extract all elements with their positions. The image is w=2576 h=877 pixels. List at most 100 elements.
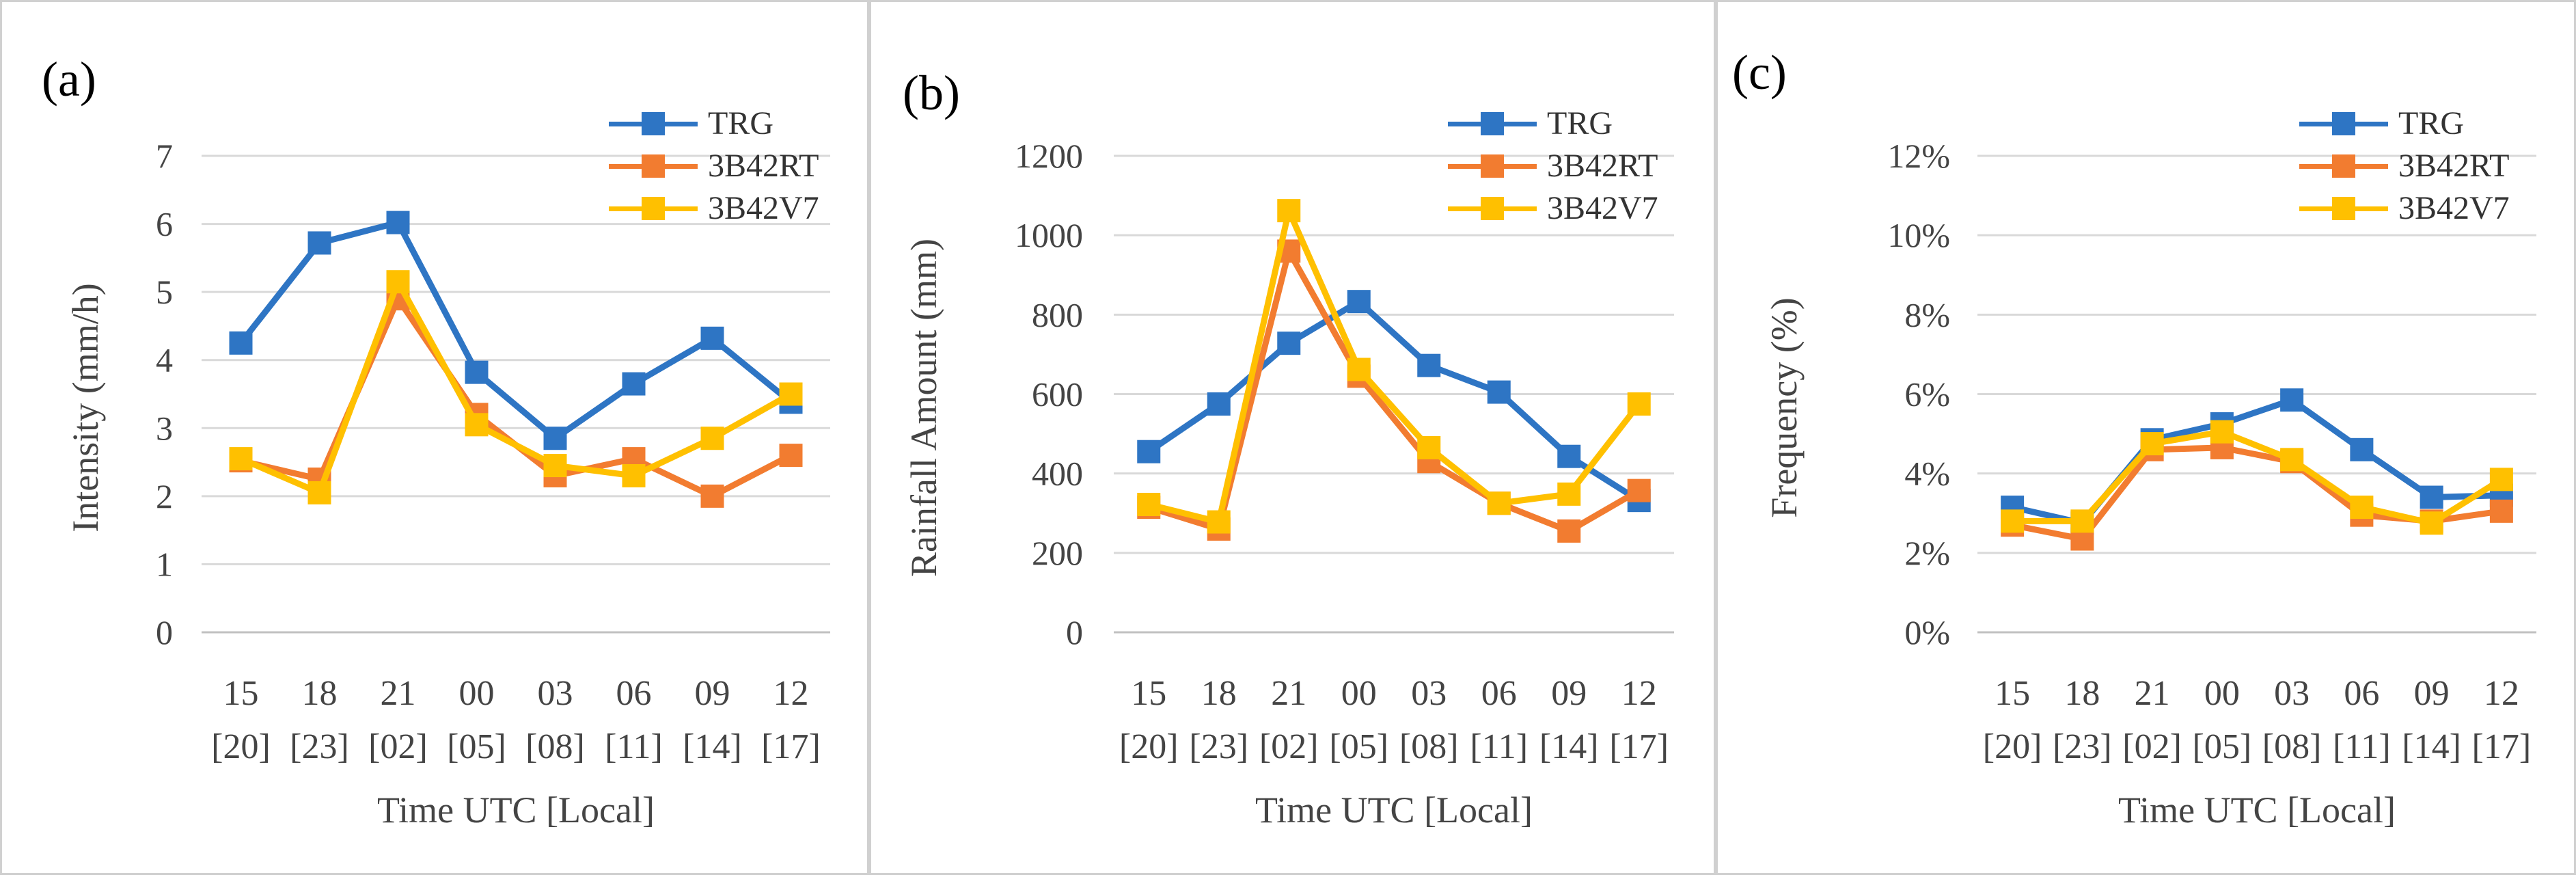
x-tick-label: 12 (773, 674, 809, 713)
data-point-3b42v7 (700, 427, 724, 450)
x-tick-label: 21 (381, 674, 416, 713)
data-point-3b42v7 (2350, 496, 2374, 520)
legend-label-3b42rt: 3B42RT (1547, 148, 1658, 184)
data-point-trg (1207, 392, 1231, 416)
data-point-3b42v7 (386, 270, 410, 294)
data-point-3b42rt (779, 444, 803, 468)
data-point-3b42v7 (2210, 420, 2234, 444)
data-point-3b42v7 (1487, 491, 1511, 515)
x-tick-label: 03 (2274, 674, 2310, 713)
y-tick-label: 7 (156, 137, 173, 175)
legend-label-3b42v7: 3B42V7 (708, 190, 819, 226)
legend-label-3b42rt: 3B42RT (708, 148, 819, 184)
data-point-trg (1557, 444, 1581, 468)
y-tick-label: 6 (156, 205, 173, 243)
legend-swatch-3b42rt (1448, 154, 1537, 178)
legend-item-3b42rt: 3B42RT (1448, 146, 1762, 187)
y-tick-label: 2 (156, 477, 173, 515)
data-point-3b42v7 (307, 481, 331, 504)
data-point-trg (543, 427, 567, 450)
x-tick-local-label: [14] (683, 727, 742, 766)
data-point-trg (1347, 290, 1371, 314)
x-tick-local-label: [02] (368, 727, 428, 766)
data-point-3b42rt (1557, 519, 1581, 543)
data-point-3b42v7 (2420, 511, 2443, 535)
data-point-3b42rt (2489, 499, 2513, 523)
y-tick-label: 8% (1904, 295, 1950, 334)
y-axis-title: Frequency (%) (1764, 297, 1805, 517)
legend-label-3b42v7: 3B42V7 (1547, 190, 1658, 226)
y-tick-label: 4% (1904, 455, 1950, 493)
data-point-trg (465, 360, 489, 384)
data-point-trg (622, 372, 646, 396)
y-tick-label: 5 (156, 273, 173, 311)
x-axis-title: Time UTC [Local] (377, 790, 655, 831)
panel-label-b: (b) (903, 66, 960, 120)
y-tick-label: 10% (1887, 216, 1950, 254)
x-axis-title: Time UTC [Local] (1255, 790, 1533, 831)
data-point-3b42v7 (465, 413, 489, 437)
y-tick-label: 600 (1032, 375, 1083, 414)
x-tick-local-label: [14] (2402, 727, 2461, 766)
x-tick-local-label: [17] (1609, 727, 1669, 766)
data-point-3b42v7 (622, 463, 646, 487)
x-tick-label: 12 (1621, 674, 1657, 713)
x-tick-label: 21 (2135, 674, 2170, 713)
data-point-3b42v7 (1627, 392, 1651, 416)
legend-item-3b42rt: 3B42RT (609, 146, 923, 187)
series-line-3b42v7 (1145, 207, 1643, 526)
x-tick-local-label: [11] (2333, 727, 2391, 766)
x-tick-local-label: [17] (2472, 727, 2532, 766)
data-point-trg (1417, 353, 1441, 377)
x-tick-local-label: [23] (2053, 727, 2112, 766)
data-point-trg (386, 211, 410, 234)
legend-swatch-3b42v7 (1448, 197, 1537, 220)
x-axis-title: Time UTC [Local] (2118, 790, 2396, 831)
x-tick-label: 15 (1131, 674, 1166, 713)
data-point-3b42v7 (2070, 509, 2094, 533)
x-tick-local-label: [08] (1399, 727, 1459, 766)
data-point-3b42rt (1627, 478, 1651, 502)
x-tick-label: 18 (302, 674, 338, 713)
y-tick-label: 0% (1904, 613, 1950, 651)
x-tick-local-label: [23] (290, 727, 349, 766)
panel-a: 0 1 2 3 4 5 6 7 15 [20] 18 [23] 21 [02] 00 [05] 03 [08] 06… (0, 0, 869, 875)
y-tick-label: 1000 (1015, 216, 1083, 254)
x-tick-local-label: [05] (2193, 727, 2252, 766)
x-tick-label: 18 (2064, 674, 2100, 713)
panel-label-c: (c) (1732, 45, 1787, 100)
x-tick-label: 12 (2484, 674, 2519, 713)
legend-label-trg: TRG (1547, 105, 1613, 141)
data-point-3b42v7 (2280, 448, 2304, 472)
chart-a: 0123456715[20]18[23]21[02]00[05]03[08]06… (65, 137, 830, 831)
data-point-3b42v7 (779, 382, 803, 406)
x-tick-local-label: [05] (1329, 727, 1388, 766)
legend-item-3b42rt: 3B42RT (2299, 146, 2576, 187)
y-tick-label: 0 (156, 613, 173, 651)
series-line-3b42v7 (238, 278, 794, 496)
legend-swatch-3b42v7 (609, 197, 698, 220)
x-tick-label: 21 (1271, 674, 1306, 713)
legend-swatch-trg (609, 112, 698, 135)
panel-c: 0% 2% 4% 6% 8% 10% 12% 15 [20] 18 [23] 21 [02] 00 [05]… (1716, 0, 2576, 875)
panel-b: 0 200 400 600 800 1000 1200 15 [20] 18 [23] 21 [02] 0… (869, 0, 1716, 875)
legend-label-trg: TRG (2398, 105, 2464, 141)
chart-b: 02004006008001000120015[20]18[23]21[02]0… (903, 137, 1674, 831)
legend-swatch-3b42rt (609, 154, 698, 178)
data-point-3b42v7 (2140, 432, 2164, 456)
x-tick-local-label: [08] (2262, 727, 2322, 766)
x-tick-label: 00 (2204, 674, 2240, 713)
series-line-trg (1145, 298, 1643, 504)
y-tick-label: 200 (1032, 534, 1083, 572)
y-tick-label: 12% (1887, 137, 1950, 175)
x-tick-local-label: [14] (1539, 727, 1599, 766)
y-tick-label: 3 (156, 409, 173, 447)
data-point-trg (1277, 332, 1301, 355)
y-tick-label: 1 (156, 545, 173, 583)
legend-item-3b42v7: 3B42V7 (609, 188, 923, 229)
chart-c: 0% 2% 4% 6% 8% 10% 12% 15 [20] 18 [23] 21 [02] 00 [05]… (1764, 137, 2536, 831)
legend-label-trg: TRG (708, 105, 773, 141)
series-line-trg (238, 219, 794, 442)
x-tick-label: 06 (2344, 674, 2379, 713)
x-tick-label: 18 (1201, 674, 1237, 713)
